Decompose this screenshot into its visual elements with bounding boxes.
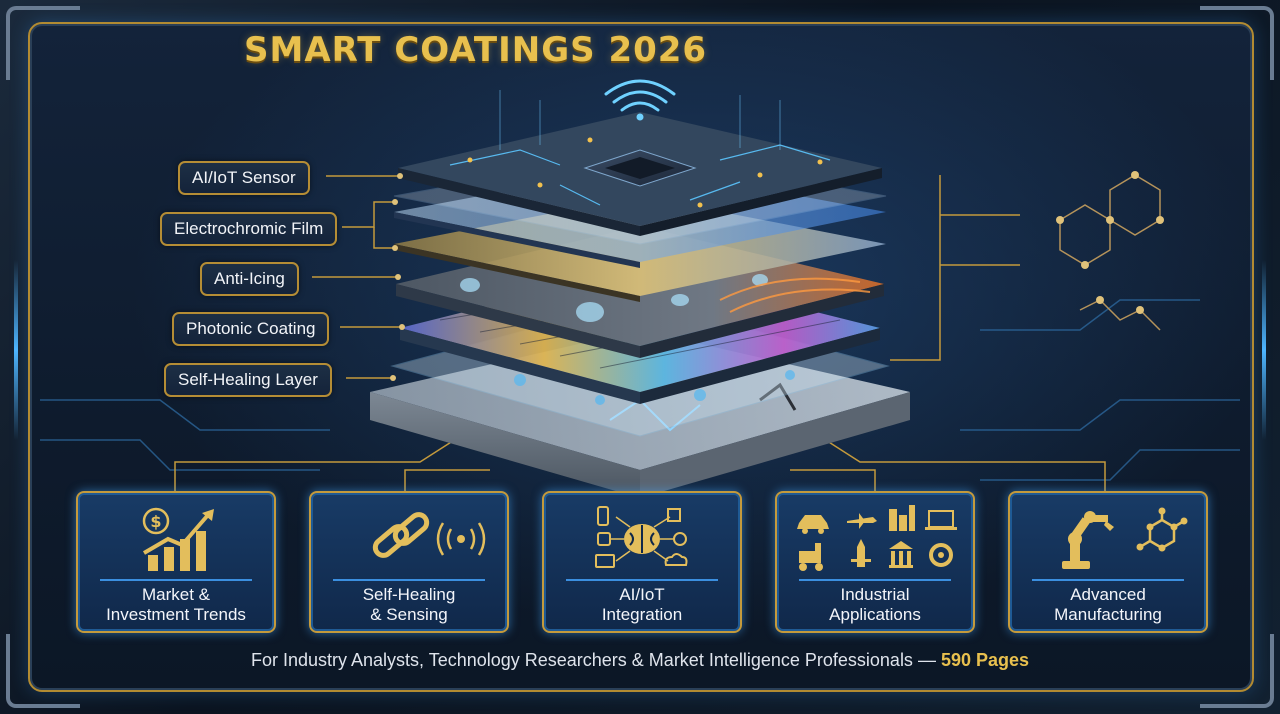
layer-label-electrochromic-film: Electrochromic Film xyxy=(160,212,338,246)
card-advanced-manufacturing: Advanced Manufacturing xyxy=(1008,491,1208,633)
footer-audience-text: For Industry Analysts, Technology Resear… xyxy=(150,650,1130,674)
circuit-traces xyxy=(40,299,1240,481)
layer-label-ai-iot-sensor: AI/IoT Sensor xyxy=(178,161,310,195)
card-divider xyxy=(333,579,485,581)
side-glow xyxy=(14,260,18,440)
layer-label-self-healing: Self-Healing Layer xyxy=(164,363,332,397)
frame-corner xyxy=(1200,634,1274,708)
dollar-growth-chart-icon: $ xyxy=(142,507,214,571)
frame-corner xyxy=(6,634,80,708)
card-industrial-applications: Industrial Applications xyxy=(775,491,975,633)
robot-arm-molecule-icon xyxy=(1062,507,1188,569)
card-divider xyxy=(100,579,252,581)
card-divider xyxy=(566,579,718,581)
gold-connector-lines xyxy=(174,175,1106,491)
layer-label-anti-icing: Anti-Icing xyxy=(200,262,299,296)
side-glow xyxy=(1262,260,1266,440)
card-ai-iot-integration: AI/IoT Integration xyxy=(542,491,742,633)
card-label: Self-Healing & Sensing xyxy=(362,585,456,624)
card-label: Advanced Manufacturing xyxy=(1054,585,1162,624)
page-count: 590 Pages xyxy=(940,650,1030,670)
layer-label-photonic-coating: Photonic Coating xyxy=(172,312,330,346)
card-label: Market & Investment Trends xyxy=(106,585,246,624)
card-label: Industrial Applications xyxy=(829,585,921,624)
card-self-healing-sensing: Self-Healing & Sensing xyxy=(309,491,509,633)
industry-icons-grid xyxy=(797,505,957,571)
page-title: SMART COATINGS 2026 xyxy=(244,30,708,70)
card-divider xyxy=(799,579,951,581)
svg-text:$: $ xyxy=(150,512,161,531)
molecule-nodes xyxy=(1056,171,1164,314)
chain-link-signal-icon xyxy=(372,512,486,558)
frame-corner xyxy=(1200,6,1274,80)
card-market-investment: $ Market & Investment Trends xyxy=(76,491,276,633)
card-divider xyxy=(1032,579,1184,581)
brain-network-icon xyxy=(595,506,688,568)
footer-audience: For Industry Analysts, Technology Resear… xyxy=(250,650,941,670)
wifi-icon xyxy=(604,79,676,112)
card-label: AI/IoT Integration xyxy=(601,585,683,624)
frame-corner xyxy=(6,6,80,80)
